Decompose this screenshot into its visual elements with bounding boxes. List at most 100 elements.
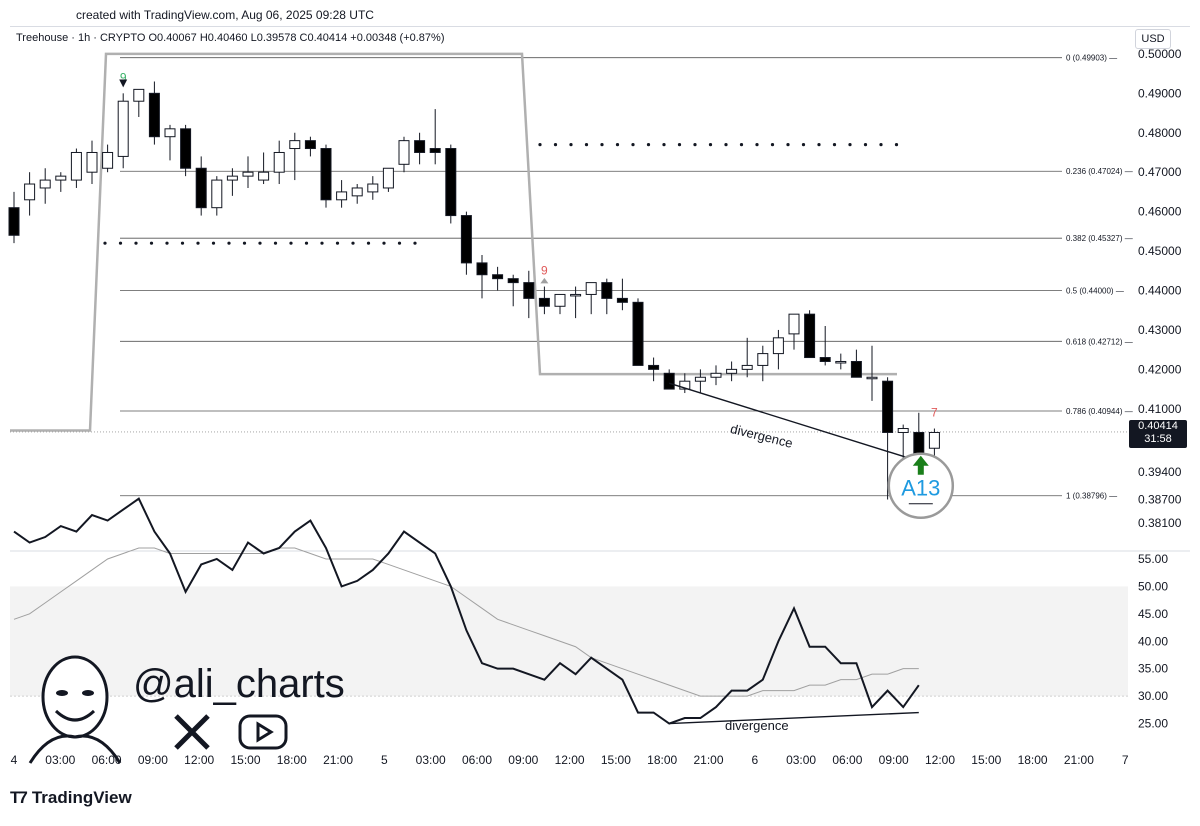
dotted-level-mid [615, 142, 620, 147]
candle-body[interactable] [804, 313, 816, 359]
time-axis-label: 7 [1122, 753, 1129, 767]
candle-body[interactable] [445, 148, 457, 217]
candle-body[interactable] [242, 171, 254, 177]
candle-body[interactable] [39, 179, 51, 189]
time-axis-label: 09:00 [879, 753, 909, 767]
buy-arrow-icon [912, 455, 929, 475]
candle-body[interactable] [523, 282, 535, 299]
candle-body[interactable] [835, 360, 847, 364]
candle-body[interactable] [180, 128, 192, 169]
divergence-label-price: divergence [729, 421, 794, 451]
candle-body[interactable] [928, 431, 940, 449]
candle-body[interactable] [570, 293, 582, 297]
divergence-label-rsi: divergence [725, 718, 789, 733]
candle-body[interactable] [117, 100, 129, 157]
candle-body[interactable] [320, 148, 332, 201]
candle-body[interactable] [632, 301, 644, 366]
candle-body[interactable] [86, 151, 98, 173]
candle-body[interactable] [102, 151, 114, 169]
time-axis-label: 21:00 [693, 753, 723, 767]
candle-body[interactable] [226, 175, 238, 181]
dotted-level-mid [708, 142, 713, 147]
candle-body[interactable] [694, 376, 706, 382]
fib-level-label: 1 (0.38796) — [1066, 492, 1117, 501]
last-price-value: 0.40414 [1138, 420, 1178, 432]
candle-body[interactable] [211, 179, 223, 209]
candle-body[interactable] [304, 140, 316, 150]
tradingview-logo: T7 TradingView [10, 788, 132, 808]
candle-body[interactable] [336, 191, 348, 201]
watermark-handle: @ali_charts [133, 662, 345, 706]
candle-body[interactable] [8, 207, 20, 236]
dotted-level-upper [258, 241, 262, 245]
candle-body[interactable] [429, 148, 441, 153]
candle-body[interactable] [70, 151, 82, 181]
candle-body[interactable] [507, 278, 519, 284]
candle-body[interactable] [850, 360, 862, 378]
candle-body[interactable] [788, 313, 800, 335]
candle-body[interactable] [460, 215, 472, 264]
x-logo-icon [174, 714, 210, 750]
fib-level-label: 0.236 (0.47024) — [1066, 167, 1133, 176]
candle-body[interactable] [601, 282, 613, 299]
candle-body[interactable] [382, 167, 394, 189]
dotted-level-mid [770, 142, 775, 147]
candle-body[interactable] [648, 364, 660, 370]
price-axis-label: 0.44000 [1138, 284, 1182, 298]
dotted-level-upper [413, 241, 417, 245]
candle-body[interactable] [133, 88, 145, 102]
candle-body[interactable] [398, 140, 410, 165]
dotted-level-upper [382, 241, 386, 245]
price-axis-label: 0.47000 [1138, 165, 1182, 179]
candle-body[interactable] [866, 376, 878, 380]
candle-body[interactable] [757, 353, 769, 366]
candle-body[interactable] [55, 175, 67, 181]
td-count-label: 9 [541, 264, 548, 278]
candle-body[interactable] [726, 368, 738, 374]
time-axis-label: 12:00 [184, 753, 214, 767]
dotted-level-mid [879, 142, 883, 147]
fib-level-label: 0.382 (0.45327) — [1066, 234, 1133, 243]
time-axis-label: 15:00 [601, 753, 631, 767]
rsi-axis-label: 45.00 [1138, 607, 1168, 621]
candle-body[interactable] [679, 380, 691, 390]
dotted-level-upper [273, 241, 278, 245]
candle-body[interactable] [897, 428, 909, 433]
candle-body[interactable] [585, 282, 597, 295]
candle-body[interactable] [772, 337, 784, 355]
fib-level-label: 0.5 (0.44000) — [1066, 287, 1124, 296]
candle-body[interactable] [663, 372, 675, 390]
candle-body[interactable] [258, 171, 270, 181]
time-axis-label: 12:00 [555, 753, 585, 767]
candle-body[interactable] [273, 151, 285, 173]
candle-body[interactable] [710, 372, 722, 378]
currency-button[interactable]: USD [1135, 29, 1171, 49]
candle-body[interactable] [538, 297, 550, 307]
candle-body[interactable] [164, 128, 176, 138]
candle-body[interactable] [616, 297, 628, 303]
candle-body[interactable] [351, 187, 363, 197]
candle-body[interactable] [289, 140, 301, 150]
candle-body[interactable] [367, 183, 379, 193]
candle-body[interactable] [554, 293, 566, 307]
last-price-tag: 0.40414 31:58 [1129, 420, 1187, 448]
time-axis-label: 15:00 [971, 753, 1001, 767]
candle-body[interactable] [819, 357, 831, 362]
dotted-level-mid [553, 142, 558, 147]
candle-body[interactable] [148, 92, 160, 138]
dotted-level-mid [724, 142, 728, 147]
candle-body[interactable] [195, 167, 207, 209]
price-axis-label: 0.42000 [1138, 362, 1182, 376]
candle-body[interactable] [882, 380, 894, 433]
time-axis-label: 18:00 [1018, 753, 1048, 767]
time-axis-label: 12:00 [925, 753, 955, 767]
candle-body[interactable] [24, 183, 36, 201]
candle-body[interactable] [741, 364, 753, 370]
candle-body[interactable] [414, 140, 426, 153]
rsi-axis-label: 35.00 [1138, 662, 1168, 676]
time-axis-label: 21:00 [323, 753, 353, 767]
candle-body[interactable] [492, 274, 504, 280]
time-axis-label: 03:00 [786, 753, 816, 767]
candle-body[interactable] [476, 262, 488, 276]
